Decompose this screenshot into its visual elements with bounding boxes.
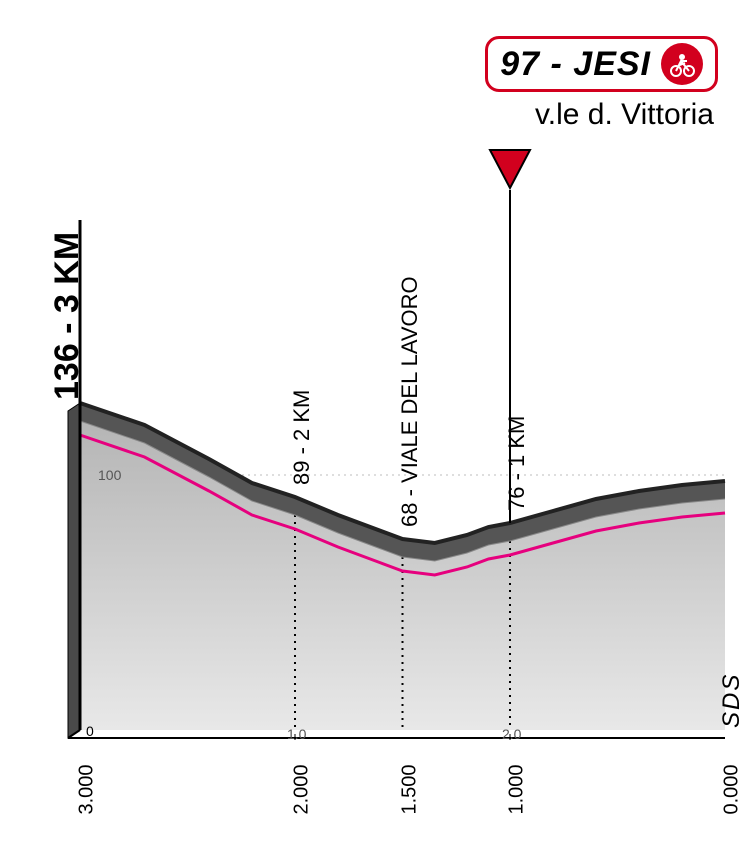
finish-subtitle: v.le d. Vittoria: [535, 98, 714, 132]
finish-box: 97 - JESI: [485, 36, 718, 92]
credit-label: SDS: [718, 673, 746, 728]
elevation-profile-chart: 0 97 - JESI v.le d. Vittoria 136 - 3 KM …: [0, 0, 746, 852]
marker-label: 76 - 1 KM: [504, 416, 530, 511]
cyclist-icon: [661, 43, 703, 85]
marker-label: 89 - 2 KM: [289, 390, 315, 485]
finish-label: 97 - JESI: [500, 45, 651, 84]
xaxis-minor-label: 2.0: [502, 726, 521, 742]
marker-label: 68 - VIALE DEL LAVORO: [397, 276, 423, 527]
yaxis-title: 136 - 3 KM: [48, 232, 87, 400]
xaxis-tick-label: 0.000: [721, 764, 744, 814]
svg-text:0: 0: [86, 723, 94, 739]
yaxis-tick-label: 100: [98, 467, 121, 483]
xaxis-minor-label: 1.0: [287, 726, 306, 742]
xaxis-tick-label: 3.000: [76, 764, 99, 814]
xaxis-tick-label: 1.000: [506, 764, 529, 814]
xaxis-tick-label: 1.500: [398, 764, 421, 814]
xaxis-tick-label: 2.000: [291, 764, 314, 814]
